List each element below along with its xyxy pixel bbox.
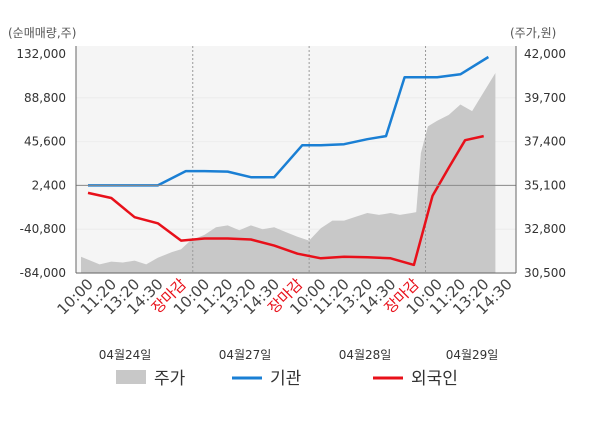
right-tick-label: 35,100: [524, 178, 566, 192]
date-label: 04월29일: [446, 348, 499, 362]
left-tick-label: 132,000: [16, 47, 66, 61]
left-tick-label: -40,800: [20, 222, 66, 236]
right-axis-label: (주가,원): [510, 26, 556, 40]
price-area-path: [81, 73, 496, 273]
date-label: 04월27일: [219, 348, 272, 362]
left-tick-label: -84,000: [20, 266, 66, 280]
left-tick-label: 2,400: [32, 178, 66, 192]
right-tick-label: 37,400: [524, 135, 566, 149]
right-tick-label: 42,000: [524, 47, 566, 61]
right-tick-label: 30,500: [524, 266, 566, 280]
x-tick-labels: 10:0011:2013:2014:30장마감10:0011:2013:2014…: [54, 275, 516, 318]
left-axis-label: (순매매량,주): [8, 26, 76, 40]
day-dividers: [192, 46, 427, 273]
date-label: 04월24일: [99, 348, 152, 362]
left-tick-label: 88,800: [24, 91, 66, 105]
legend-swatch: [116, 370, 146, 384]
legend: 주가 기관 외국인: [116, 369, 458, 389]
right-tick-label: 32,800: [524, 222, 566, 236]
price-area: [81, 73, 496, 273]
legend-label: 주가: [154, 369, 186, 389]
date-label: 04월28일: [339, 348, 392, 362]
legend-label: 기관: [270, 369, 301, 389]
series-line: [87, 134, 484, 267]
left-tick-label: 45,600: [24, 135, 66, 149]
right-tick-label: 39,700: [524, 91, 566, 105]
legend-label: 외국인: [411, 369, 458, 389]
axes: 132,000 42,000 88,800 39,700 45,600 37,400 2,4…: [16, 46, 566, 280]
date-labels: 04월24일 04월27일 04월28일 04월29일: [99, 348, 499, 362]
